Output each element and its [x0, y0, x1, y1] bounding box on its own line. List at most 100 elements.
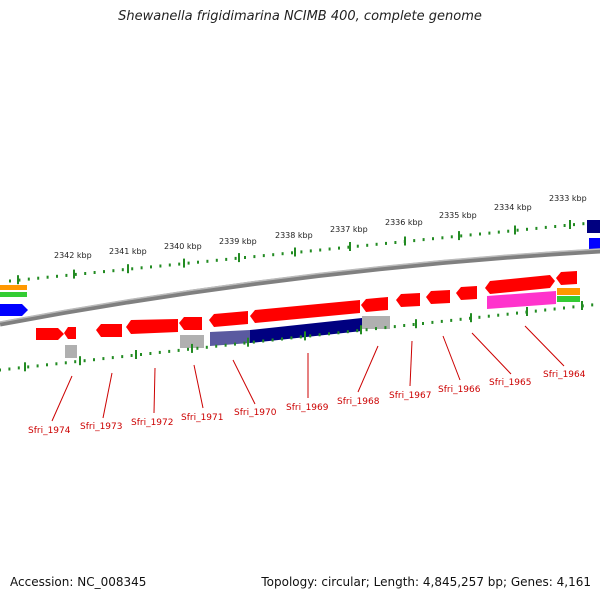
scale-dot — [385, 241, 387, 245]
gene-label: Sfri_1964 — [543, 370, 586, 380]
scale-dot — [328, 332, 330, 336]
scale-dot — [65, 273, 68, 277]
blast-hit-gray — [362, 316, 390, 329]
blast-hit-gray — [65, 345, 77, 358]
scale-dot — [27, 365, 30, 369]
scale-dot — [103, 270, 105, 274]
gene-label: Sfri_1969 — [286, 403, 329, 413]
scale-dot — [346, 330, 349, 334]
blue-feature-right — [589, 238, 600, 251]
scale-dot — [121, 268, 124, 272]
scale-dot — [225, 257, 228, 261]
scale-dot — [338, 246, 340, 250]
major-tick — [247, 337, 249, 347]
scale-dot — [215, 258, 218, 262]
scale-dot — [422, 322, 424, 325]
gene-label: Sfri_1966 — [438, 385, 481, 395]
orange-feature-right — [557, 288, 580, 295]
gene-features — [36, 271, 580, 358]
leader-line — [357, 345, 379, 393]
genome-backbone-highlight — [0, 248, 600, 323]
scale-dot — [252, 340, 255, 344]
dark-blue-feature-right — [587, 220, 600, 233]
gene-arrow — [396, 293, 420, 307]
major-tick — [73, 269, 75, 279]
gene-arrow — [485, 275, 555, 294]
scale-dot — [158, 350, 161, 354]
scale-dot — [168, 349, 171, 353]
gene-label: Sfri_1973 — [80, 422, 123, 432]
scale-dot — [384, 326, 387, 330]
genome-backbone — [0, 248, 600, 327]
gene-arrow — [209, 311, 248, 327]
scale-dot — [356, 244, 359, 248]
scale-dot — [8, 367, 11, 371]
topology-text: Topology: circular; Length: 4,845,257 bp… — [261, 575, 591, 589]
scale-dot — [159, 264, 162, 268]
scale-dot — [102, 357, 105, 361]
leader-line — [102, 372, 113, 419]
scale-dot — [403, 324, 406, 327]
scale-dot — [366, 243, 369, 247]
major-tick — [135, 350, 137, 359]
scale-label: 2342 kbp — [54, 251, 92, 260]
scale-dot — [262, 339, 265, 343]
gene-arrow — [456, 286, 477, 300]
gene-labels: Sfri_1974 Sfri_1973 Sfri_1972 Sfri_1971 Sfri… — [28, 370, 586, 436]
scale-dot — [177, 348, 180, 352]
major-tick — [79, 356, 81, 366]
scale-dot — [393, 325, 396, 329]
major-tick — [458, 231, 460, 241]
gene-label: Sfri_1965 — [489, 378, 532, 388]
scale-label: 2337 kbp — [330, 225, 368, 234]
scale-dot — [74, 360, 77, 364]
scale-dot — [111, 356, 114, 360]
scale-dot — [46, 363, 48, 367]
scale-label: 2341 kbp — [109, 247, 147, 256]
gene-label: Sfri_1972 — [131, 418, 174, 428]
scale-dot — [450, 318, 453, 322]
scale-dot — [309, 249, 312, 253]
scale-dot — [205, 345, 208, 349]
gene-arrow — [179, 317, 202, 330]
inner-scale-ticks — [0, 301, 594, 372]
gene-arrow — [64, 327, 76, 339]
scale-label: 2340 kbp — [164, 242, 202, 251]
gene-arrow — [250, 300, 360, 323]
leader-line — [232, 359, 256, 405]
scale-dot — [93, 271, 96, 274]
scale-dot — [130, 354, 133, 357]
scale-dot — [224, 343, 227, 347]
major-tick — [349, 242, 351, 251]
scale-dot — [535, 226, 538, 230]
green-feature-right — [557, 296, 580, 302]
scale-dot — [563, 224, 566, 227]
right-edge-features — [587, 220, 600, 251]
scale-dot — [121, 355, 124, 359]
scale-dot — [37, 276, 40, 280]
major-tick — [415, 319, 417, 329]
major-tick — [127, 264, 129, 274]
scale-dot — [196, 346, 199, 350]
scale-dot — [243, 341, 246, 345]
scale-dot — [131, 267, 134, 271]
scale-dot — [0, 368, 1, 372]
major-tick — [569, 220, 571, 229]
scale-dot — [356, 329, 359, 333]
scale-dot — [337, 331, 340, 335]
scale-dot — [497, 230, 500, 234]
scale-dot — [272, 253, 275, 257]
major-tick — [581, 301, 583, 310]
blast-hit-light — [210, 330, 250, 346]
scale-dot — [441, 236, 444, 240]
scale-label: 2339 kbp — [219, 237, 257, 246]
scale-dot — [271, 338, 274, 342]
blue-feature-left — [0, 304, 28, 316]
major-tick — [238, 253, 240, 263]
scale-dot — [412, 323, 415, 326]
scale-dot — [56, 274, 58, 278]
scale-dot — [469, 233, 472, 237]
scale-dot — [582, 222, 585, 226]
